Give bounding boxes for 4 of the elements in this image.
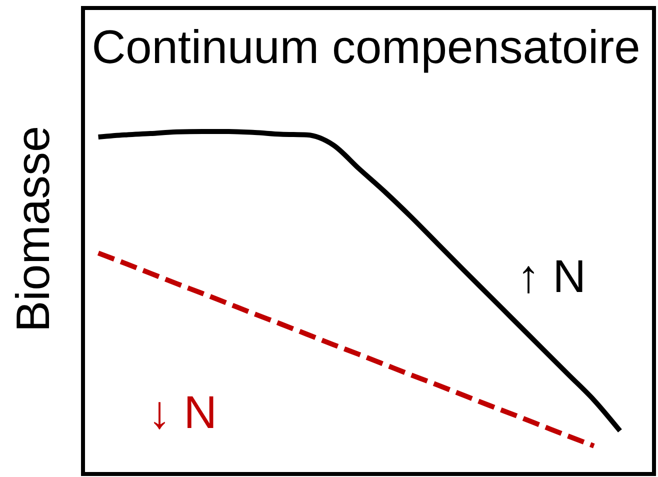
chart-title: Continuum compensatoire [92, 20, 640, 73]
y-axis-title: Biomasse [6, 126, 59, 332]
series-label: ↓ N [148, 386, 217, 438]
series-label: ↑ N [517, 250, 586, 302]
